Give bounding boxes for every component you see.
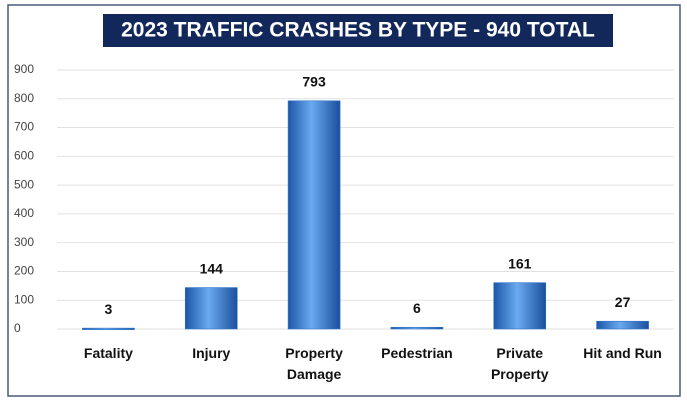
x-tick-label: Private Property — [490, 345, 549, 382]
bar — [596, 320, 649, 330]
x-tick-label: Injury — [192, 345, 231, 361]
x-tick-label: Property Damage — [285, 345, 343, 382]
y-tick-label: 600 — [14, 149, 34, 163]
x-tick-label: Hit and Run — [583, 345, 662, 361]
y-tick-label: 700 — [14, 120, 34, 134]
y-tick-label: 500 — [14, 177, 34, 191]
y-tick-label: 800 — [14, 91, 34, 105]
data-label: 793 — [302, 73, 326, 89]
y-tick-label: 200 — [14, 264, 34, 278]
bar — [493, 282, 547, 330]
chart-border — [7, 4, 681, 397]
x-tick-label: Fatality — [83, 345, 133, 361]
x-tick-label: Pedestrian — [381, 345, 453, 361]
bar — [390, 326, 444, 330]
bar — [82, 327, 135, 330]
y-tick-label: 100 — [14, 292, 34, 306]
data-label: 6 — [413, 300, 421, 316]
y-tick-label: 0 — [14, 321, 21, 335]
y-tick-label: 300 — [14, 235, 34, 249]
data-label: 27 — [615, 294, 631, 310]
chart-title: 2023 TRAFFIC CRASHES BY TYPE - 940 TOTAL — [121, 19, 595, 42]
data-label: 144 — [200, 260, 224, 276]
data-label: 3 — [105, 301, 113, 317]
bar — [287, 100, 341, 330]
title-box — [103, 14, 613, 47]
y-tick-label: 400 — [14, 206, 34, 220]
bar — [184, 287, 238, 330]
y-tick-label: 900 — [14, 62, 34, 76]
data-label: 161 — [508, 255, 532, 271]
